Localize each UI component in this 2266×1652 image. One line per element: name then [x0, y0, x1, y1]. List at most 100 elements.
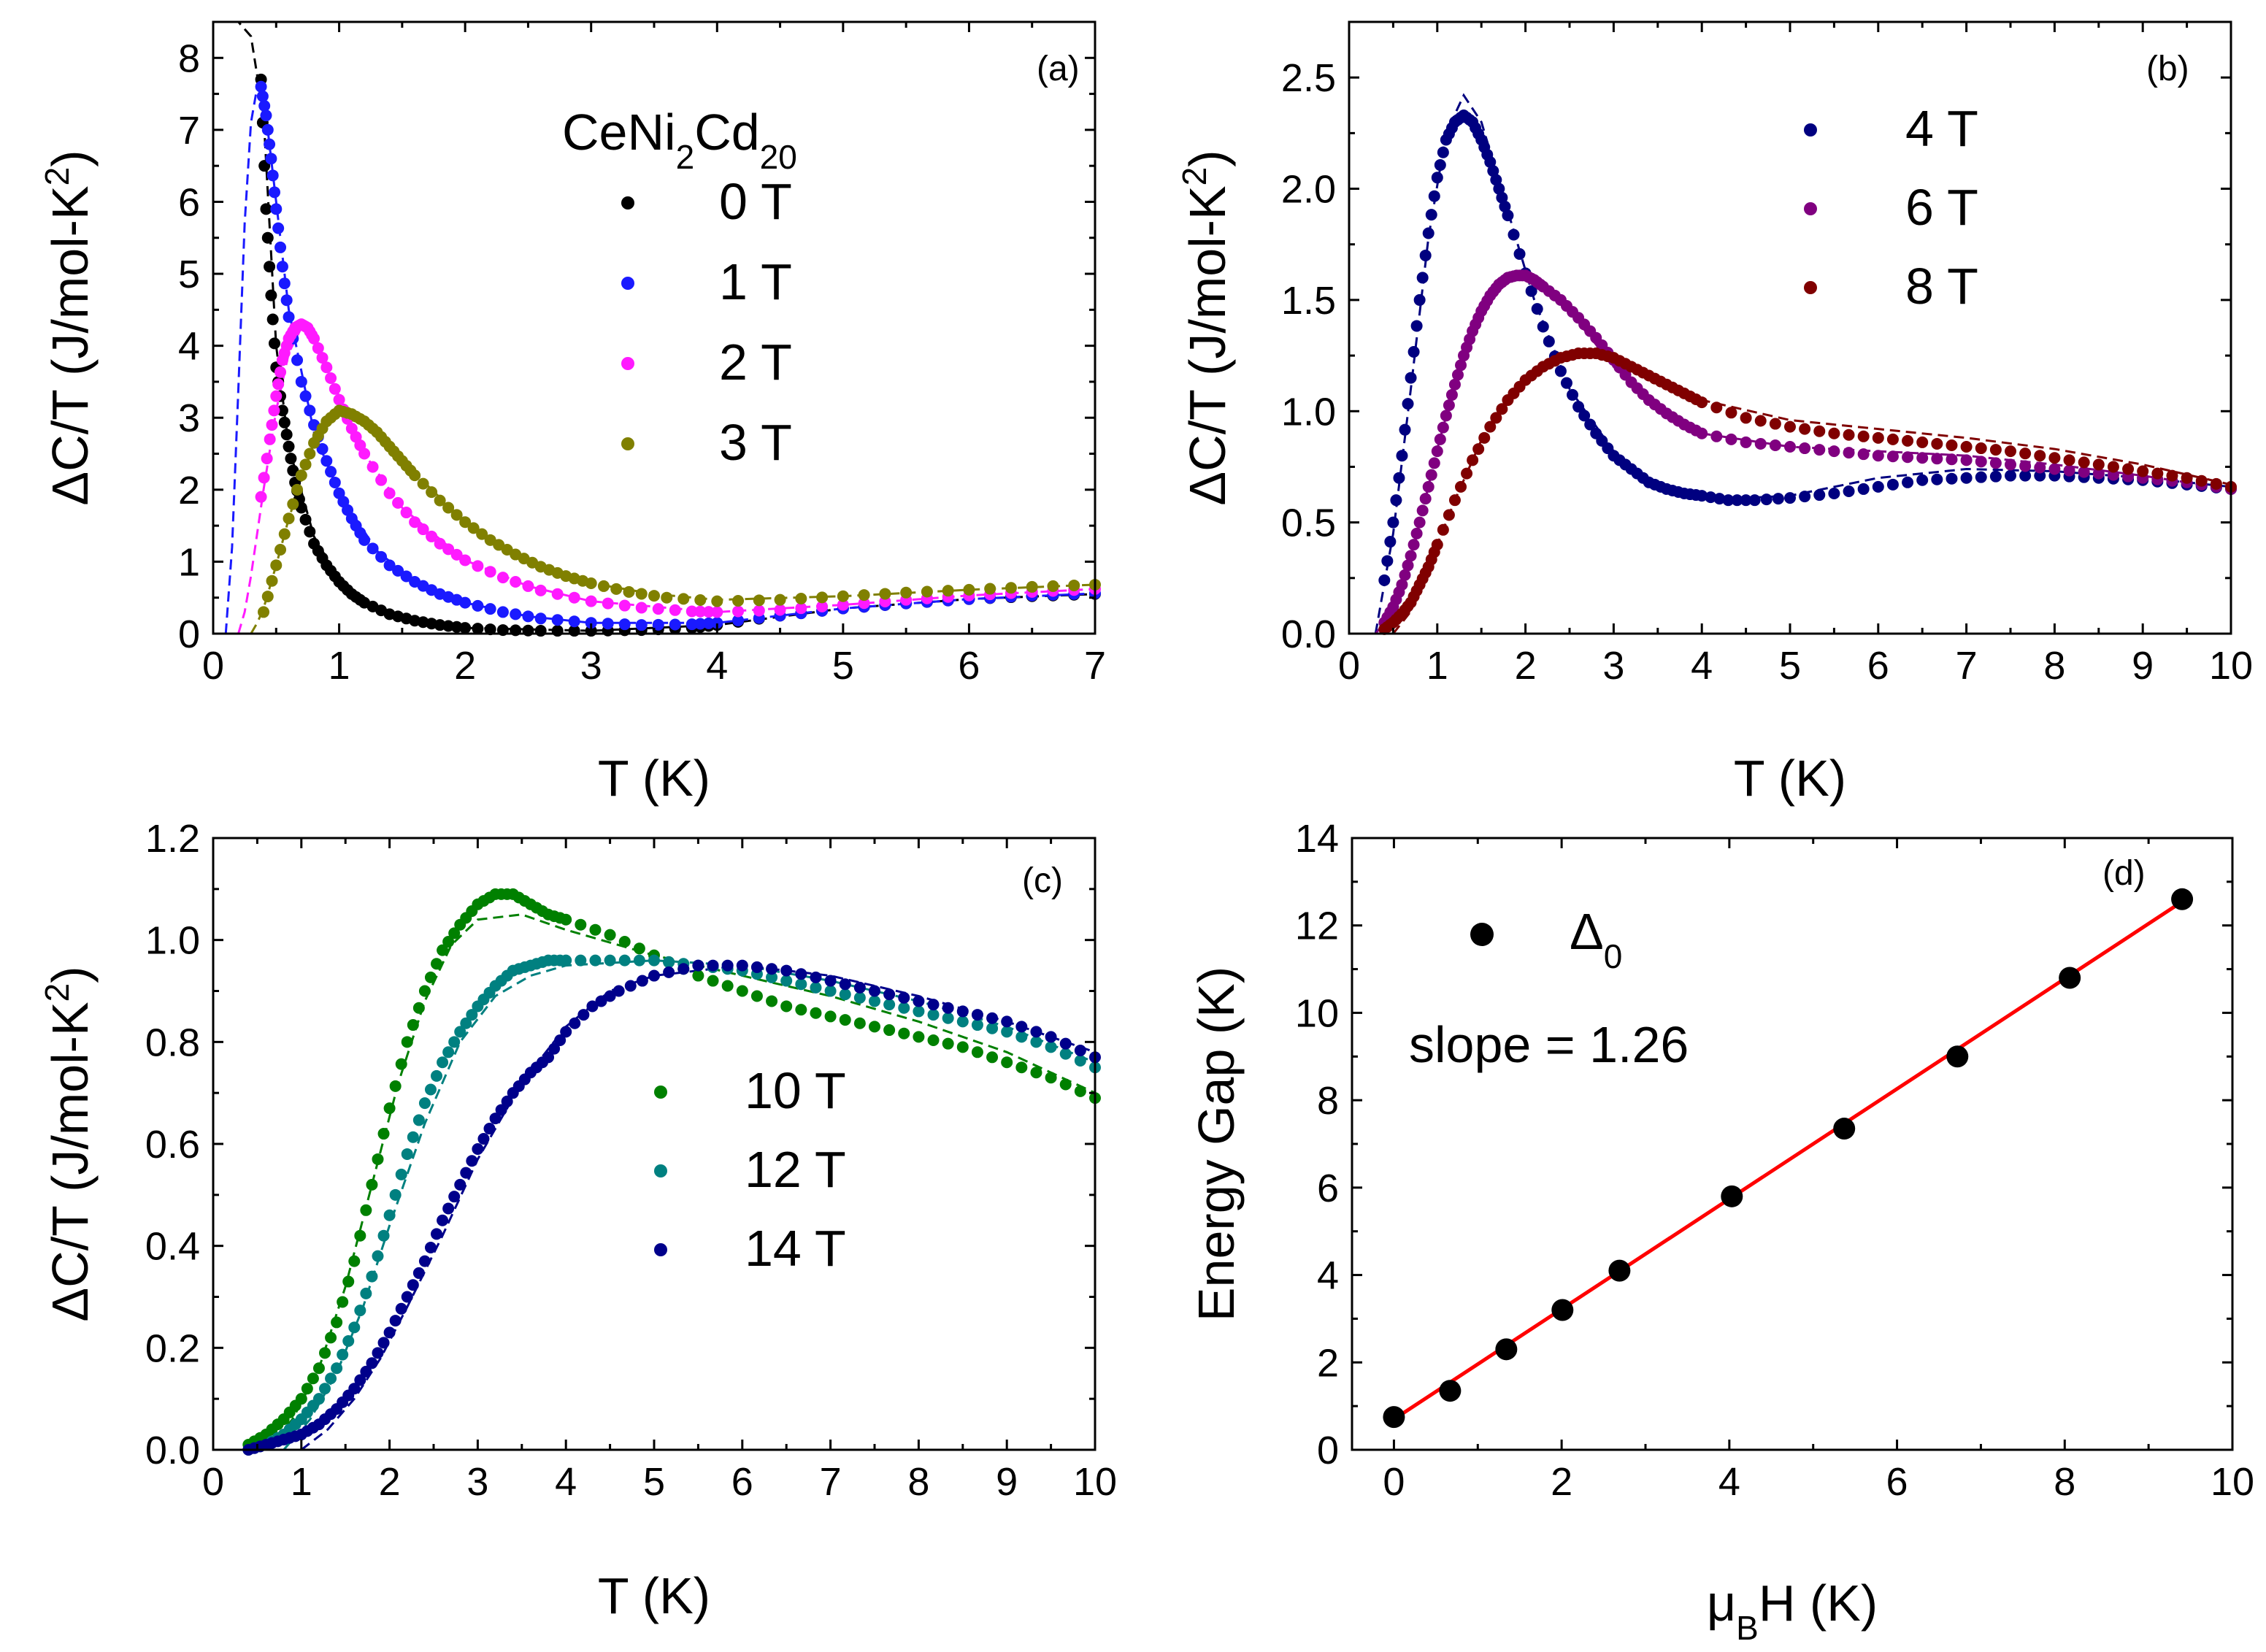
data-point-3-T	[442, 502, 455, 514]
data-point-0-T	[266, 313, 279, 326]
data-point-10-T	[766, 995, 778, 1007]
data-point-12-T	[942, 1012, 954, 1024]
data-point-1-T	[299, 390, 312, 402]
data-point-3-T	[879, 588, 891, 600]
data-point-1-T	[264, 138, 276, 150]
x-tick-label: 6	[1886, 1460, 1908, 1504]
data-point-4-T	[1554, 365, 1567, 377]
panel-a-legend-title: CeNi2Cd20	[562, 104, 797, 176]
data-point-6-T	[1443, 399, 1455, 412]
data-point-2-T	[496, 572, 509, 584]
data-point-4-T	[1487, 165, 1499, 177]
y-tick-label: 8	[178, 37, 200, 80]
data-point-1-T	[366, 542, 379, 555]
data-point-4-T	[1384, 536, 1397, 548]
y-tick-label: 14	[1295, 817, 1339, 861]
data-point-4-T	[1378, 574, 1391, 586]
y-tick-label: 0.0	[1281, 612, 1336, 656]
data-point-3-T	[585, 577, 597, 589]
data-point-1-T	[510, 608, 522, 621]
data-point-14-T	[437, 1214, 449, 1226]
data-point-6-T	[1428, 457, 1440, 469]
y-tick-label: 2.5	[1281, 56, 1336, 100]
data-point-Δ0	[2059, 967, 2081, 989]
data-point-8-T	[2034, 450, 2046, 462]
data-point-6-T	[1696, 427, 1708, 439]
data-point-3-T	[274, 543, 287, 556]
data-point-14-T	[548, 1042, 561, 1055]
data-point-14-T	[942, 1002, 954, 1014]
data-point-14-T	[736, 959, 748, 972]
panel-a: 0 1 2 3 4 5 6 7 0 1 2 3 4 5 6 7 8 (a) T (K) ΔC/T (J/mol-…	[38, 20, 1106, 807]
y-tick-label: 2	[178, 469, 200, 512]
panel-a-frame	[212, 20, 1096, 635]
x-tick-label: 8	[907, 1460, 929, 1504]
data-point-12-T	[424, 1083, 437, 1096]
panel-b-frame	[1348, 20, 2232, 635]
legend-label-4-T: 4 T	[1905, 100, 1978, 157]
y-tick-label: 0	[178, 612, 200, 656]
legend-marker-6-T	[1804, 202, 1817, 215]
data-point-3-T	[261, 591, 274, 603]
data-point-6-T	[1902, 451, 1914, 464]
data-point-14-T	[595, 995, 607, 1007]
data-point-6-T	[1434, 433, 1446, 445]
data-point-12-T	[372, 1250, 384, 1262]
data-point-14-T	[542, 1051, 555, 1064]
data-point-8-T	[1916, 436, 1929, 448]
data-point-14-T	[1059, 1037, 1072, 1050]
data-point-10-T	[633, 942, 645, 955]
data-point-8-T	[2048, 452, 2061, 464]
data-point-10-T	[898, 1027, 910, 1040]
data-point-1-T	[400, 570, 412, 583]
data-point-4-T	[1416, 272, 1429, 284]
data-point-10-T	[810, 1007, 822, 1019]
data-point-1-T	[265, 153, 277, 165]
data-point-10-T	[942, 1037, 954, 1050]
x-tick-label: 3	[580, 644, 602, 688]
data-point-4-T	[1513, 247, 1526, 260]
data-point-2-T	[618, 599, 631, 612]
data-point-12-T	[898, 1002, 910, 1014]
y-tick-label: 1.0	[145, 919, 200, 963]
data-point-12-T	[971, 1019, 983, 1031]
data-point-6-T	[1407, 539, 1420, 551]
data-point-3-T	[732, 594, 745, 607]
data-point-2-T	[308, 332, 320, 345]
data-point-1-T	[274, 241, 287, 253]
data-point-4-T	[1502, 210, 1514, 222]
panel-b: 0 1 2 3 4 5 6 7 8 9 10 0.0 0.5 1.0 1.5 2.0 2.5 (b) T (K)…	[1175, 20, 2253, 807]
data-point-4-T	[1387, 516, 1399, 529]
legend-marker-14-T	[654, 1243, 667, 1256]
data-point-3-T	[753, 594, 765, 607]
data-point-2-T	[753, 604, 765, 617]
data-point-4-T	[1696, 490, 1708, 502]
data-point-1-T	[602, 618, 614, 630]
data-point-4-T	[1399, 423, 1411, 436]
data-point-10-T	[927, 1034, 940, 1047]
data-point-10-T	[618, 935, 631, 948]
data-point-8-T	[2122, 463, 2135, 475]
data-point-12-T	[1045, 1041, 1057, 1053]
data-point-12-T	[312, 1393, 325, 1405]
data-point-4-T	[1496, 191, 1508, 204]
data-point-8-T	[1448, 494, 1461, 507]
data-point-10-T	[431, 958, 443, 970]
x-tick-label: 10	[1073, 1460, 1117, 1504]
x-tick-label: 7	[1956, 644, 1978, 688]
data-point-12-T	[331, 1362, 343, 1375]
data-point-0-T	[260, 203, 272, 215]
data-point-3-T	[266, 575, 278, 587]
data-point-8-T	[2107, 461, 2119, 473]
data-point-2-T	[274, 366, 287, 378]
data-point-14-T	[466, 1155, 478, 1167]
data-point-4-T	[1772, 493, 1784, 505]
data-point-8-T	[1431, 539, 1443, 551]
data-point-3-T	[623, 585, 635, 598]
data-point-4-T	[1396, 450, 1408, 462]
data-point-12-T	[454, 1026, 466, 1038]
y-tick-label: 0.4	[145, 1225, 200, 1269]
data-point-2-T	[837, 599, 849, 611]
data-point-2-T	[329, 383, 341, 395]
data-point-14-T	[750, 961, 763, 973]
